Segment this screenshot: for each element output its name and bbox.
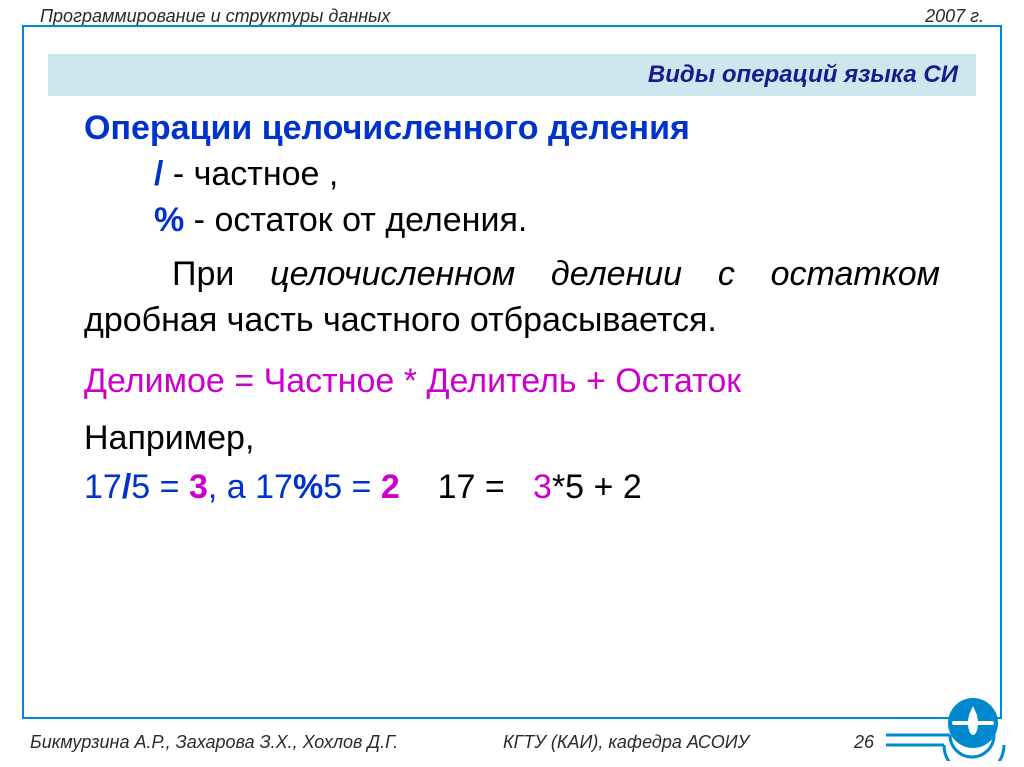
slide-frame: Виды операций языка СИ Операции целочисл… <box>22 25 1002 719</box>
example-expression: 17/5 = 3, а 17%5 = 2 17 = 3*5 + 2 <box>84 468 940 507</box>
slide-footer: Бикмурзина А.Р., Захарова З.Х., Хохлов Д… <box>30 732 984 753</box>
ex-mid: 17 = <box>400 468 533 506</box>
footer-org: КГТУ (КАИ), кафедра АСОИУ <box>398 732 854 753</box>
logo-icon <box>886 681 1006 761</box>
footer-page: 26 <box>854 732 874 753</box>
para-tail: дробная часть частного отбрасывается. <box>84 301 717 339</box>
body-paragraph: При целочисленном делении с остатком дро… <box>84 252 940 344</box>
operator-line-1: / - частное , <box>154 152 940 198</box>
ex-pct: % <box>293 468 323 506</box>
header-right: 2007 г. <box>925 6 984 27</box>
example-label: Например, <box>84 419 940 458</box>
title-bar: Виды операций языка СИ <box>48 54 976 96</box>
ex-r3: 3 <box>533 468 552 506</box>
content-heading: Операции целочисленного деления <box>84 109 940 148</box>
operator-line-2: % - остаток от деления. <box>154 198 940 244</box>
title-bar-text: Виды операций языка СИ <box>648 61 958 89</box>
ex-r1: 3 <box>189 468 208 506</box>
formula-line: Делимое = Частное * Делитель + Остаток <box>84 362 940 401</box>
ex-p1: 17 <box>84 468 122 506</box>
para-italic: целочисленном делении с остатком <box>270 255 940 293</box>
footer-authors: Бикмурзина А.Р., Захарова З.Х., Хохлов Д… <box>30 732 398 753</box>
ex-slash: / <box>122 468 131 506</box>
ex-tail: *5 + 2 <box>552 468 642 506</box>
ex-p3: 5 = <box>323 468 381 506</box>
ex-p2: 5 = <box>131 468 189 506</box>
op2-symbol: % <box>154 201 184 239</box>
slide-content: Операции целочисленного деления / - част… <box>84 109 940 507</box>
header-left: Программирование и структуры данных <box>40 6 390 27</box>
slide-header: Программирование и структуры данных 2007… <box>40 6 984 27</box>
op1-desc: - частное , <box>163 155 338 193</box>
ex-sep1: , а 17 <box>208 468 293 506</box>
op2-desc: - остаток от деления. <box>184 201 527 239</box>
para-prefix: При <box>172 255 270 293</box>
ex-r2: 2 <box>381 468 400 506</box>
